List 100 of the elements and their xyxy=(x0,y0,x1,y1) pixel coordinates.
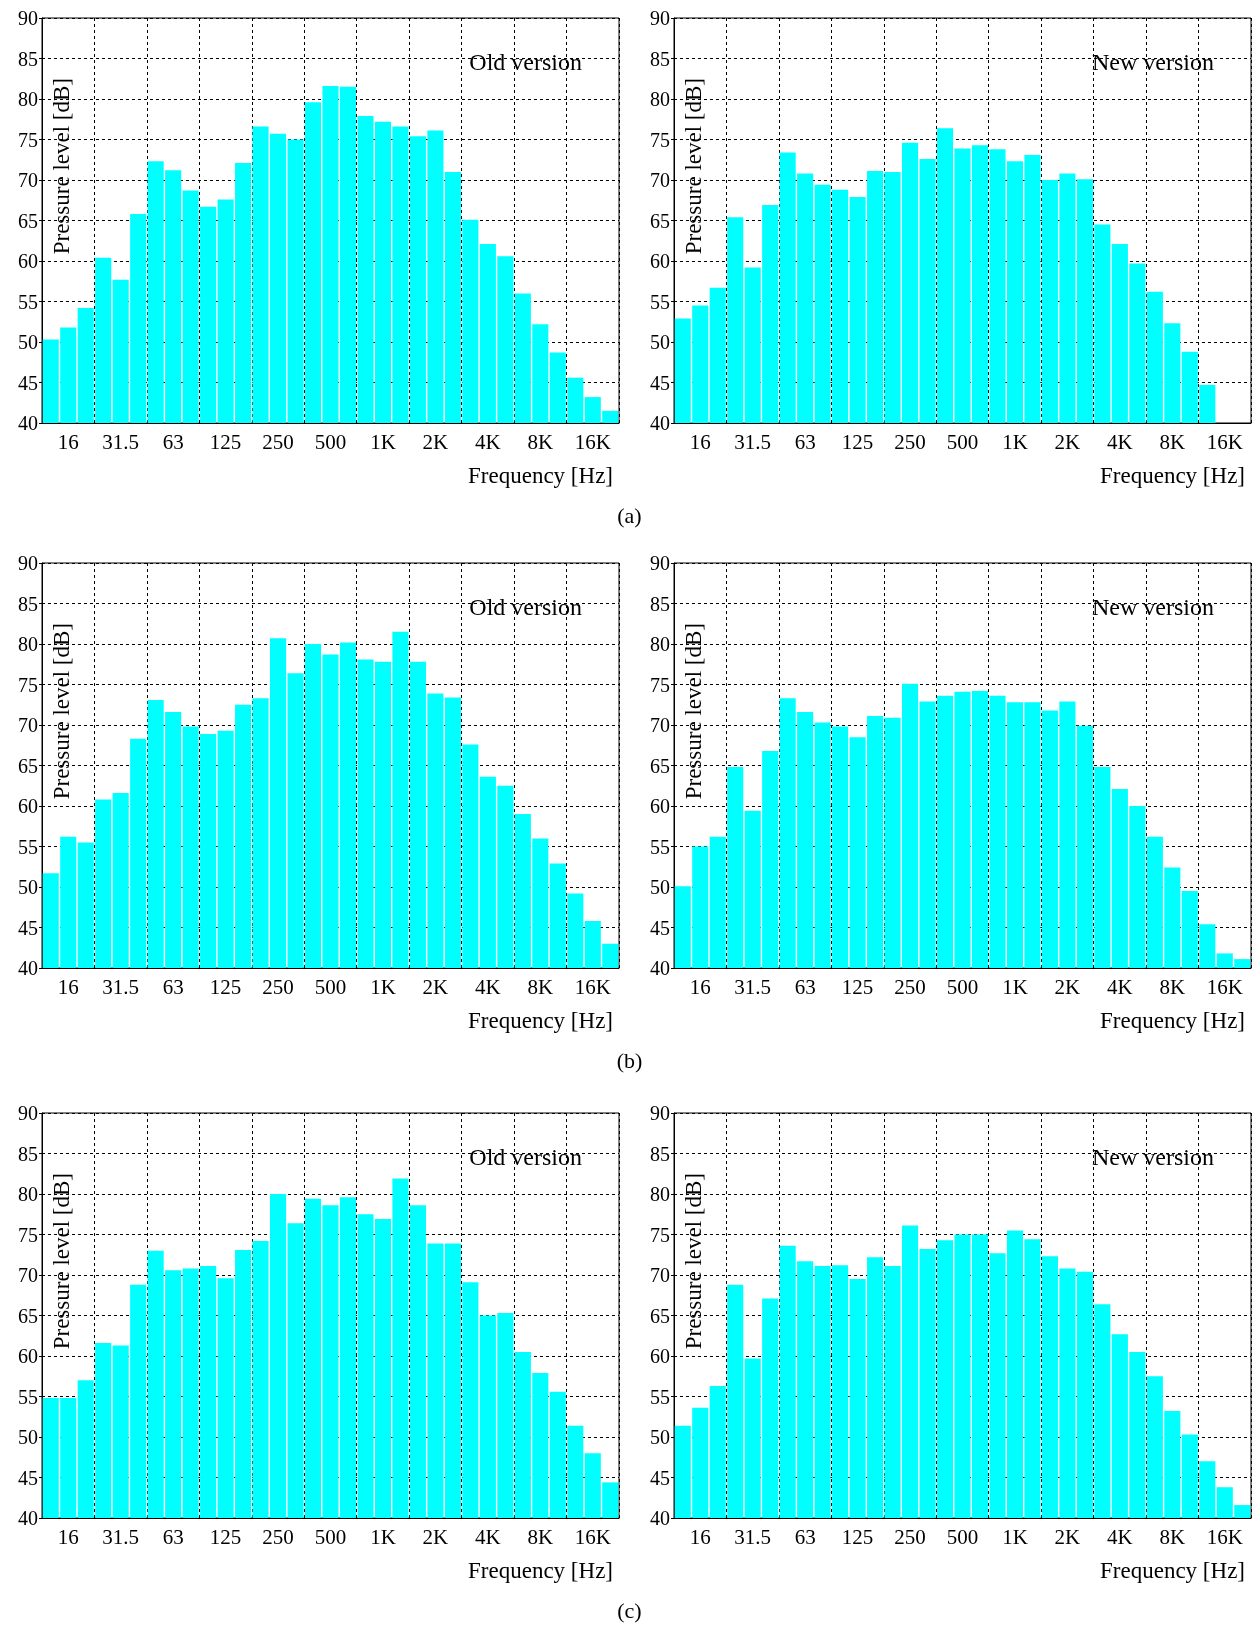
x-tick-label: 125 xyxy=(209,1524,242,1549)
x-tick-label: 31.5 xyxy=(102,974,140,999)
x-tick-label: 8K xyxy=(527,974,554,999)
y-tick-label: 70 xyxy=(18,714,38,736)
y-tick-label: 40 xyxy=(650,1507,670,1529)
x-tick-label: 125 xyxy=(209,974,242,999)
x-tick-label: 1K xyxy=(370,429,396,454)
x-tick-label: 4K xyxy=(475,1524,501,1549)
x-tick-label: 500 xyxy=(314,1524,347,1549)
y-tick-label: 50 xyxy=(18,331,38,353)
x-tick-label: 63 xyxy=(162,1524,184,1549)
y-tick-label: 80 xyxy=(18,1183,38,1205)
y-tick-label: 85 xyxy=(18,47,38,70)
y-tick-label: 55 xyxy=(650,835,670,858)
y-tick-label: 85 xyxy=(18,592,38,615)
x-tick-label: 31.5 xyxy=(734,974,772,999)
y-tick-label: 55 xyxy=(18,835,38,858)
x-tick-label: 250 xyxy=(894,429,926,454)
y-axis-title: Pressure level [dB] xyxy=(681,1172,706,1350)
text: New version xyxy=(1092,594,1214,620)
x-tick-label: 4K xyxy=(475,974,501,999)
x-tick-label: 1K xyxy=(370,974,396,999)
x-axis-title: Frequency [Hz] xyxy=(468,1008,614,1033)
y-tick-label: 50 xyxy=(650,876,670,898)
x-tick-label: 31.5 xyxy=(734,429,772,454)
y-tick-label: 90 xyxy=(650,1102,670,1124)
y-axis-title: Pressure level [dB] xyxy=(49,77,74,255)
x-tick-label: 63 xyxy=(794,429,816,454)
y-tick-label: 60 xyxy=(18,1345,38,1367)
y-tick-label: 50 xyxy=(18,876,38,898)
text: New version xyxy=(1092,1144,1214,1170)
x-tick-label: 4K xyxy=(475,429,501,454)
y-tick-label: 45 xyxy=(650,916,670,939)
x-tick-label: 16 xyxy=(689,974,711,999)
x-tick-label: 1K xyxy=(370,1524,396,1549)
text: (b) xyxy=(615,1048,644,1074)
y-tick-label: 80 xyxy=(650,1183,670,1205)
x-tick-label: 2K xyxy=(422,429,449,454)
y-tick-label: 55 xyxy=(650,1385,670,1408)
y-tick-label: 70 xyxy=(18,169,38,191)
x-tick-label: 16 xyxy=(57,974,79,999)
x-tick-label: 125 xyxy=(841,429,874,454)
x-axis-title: Frequency [Hz] xyxy=(1100,1008,1246,1033)
y-tick-label: 60 xyxy=(18,250,38,272)
y-axis-title: Pressure level [dB] xyxy=(49,1172,74,1350)
y-tick-label: 45 xyxy=(18,371,38,394)
x-tick-label: 2K xyxy=(1054,974,1081,999)
x-tick-label: 63 xyxy=(162,974,184,999)
x-tick-label: 63 xyxy=(794,974,816,999)
x-tick-label: 8K xyxy=(1159,429,1186,454)
y-tick-label: 90 xyxy=(18,7,38,29)
x-axis-title: Frequency [Hz] xyxy=(1100,1558,1246,1583)
y-tick-label: 80 xyxy=(650,88,670,110)
y-tick-label: 85 xyxy=(650,1142,670,1165)
y-tick-label: 65 xyxy=(18,1304,38,1327)
x-tick-label: 16K xyxy=(1206,1524,1243,1549)
y-tick-label: 75 xyxy=(650,1223,670,1246)
y-tick-label: 85 xyxy=(18,1142,38,1165)
x-tick-label: 500 xyxy=(946,1524,979,1549)
x-tick-label: 4K xyxy=(1107,429,1133,454)
y-tick-label: 45 xyxy=(650,1466,670,1489)
y-tick-label: 55 xyxy=(18,290,38,313)
x-tick-label: 500 xyxy=(946,429,979,454)
y-tick-label: 40 xyxy=(650,412,670,434)
x-tick-label: 250 xyxy=(262,1524,294,1549)
x-tick-label: 2K xyxy=(1054,429,1081,454)
x-tick-label: 125 xyxy=(209,429,242,454)
y-tick-label: 65 xyxy=(650,1304,670,1327)
y-tick-label: 40 xyxy=(650,957,670,979)
text: Old version xyxy=(469,49,582,75)
y-tick-label: 40 xyxy=(18,957,38,979)
y-tick-label: 75 xyxy=(18,673,38,696)
y-tick-label: 50 xyxy=(650,1426,670,1448)
text: New version xyxy=(1092,49,1214,75)
y-tick-label: 45 xyxy=(650,371,670,394)
x-tick-label: 500 xyxy=(314,429,347,454)
y-tick-label: 70 xyxy=(650,714,670,736)
x-tick-label: 4K xyxy=(1107,1524,1133,1549)
y-tick-label: 40 xyxy=(18,1507,38,1529)
x-tick-label: 31.5 xyxy=(102,429,140,454)
x-tick-label: 2K xyxy=(422,974,449,999)
y-tick-label: 50 xyxy=(650,331,670,353)
y-tick-label: 60 xyxy=(18,795,38,817)
x-tick-label: 500 xyxy=(314,974,347,999)
y-tick-label: 45 xyxy=(18,916,38,939)
y-tick-label: 60 xyxy=(650,1345,670,1367)
y-tick-label: 80 xyxy=(18,88,38,110)
x-tick-label: 31.5 xyxy=(102,1524,140,1549)
x-tick-label: 8K xyxy=(527,429,554,454)
x-tick-label: 31.5 xyxy=(734,1524,772,1549)
x-tick-label: 8K xyxy=(1159,1524,1186,1549)
x-tick-label: 63 xyxy=(162,429,184,454)
y-tick-label: 65 xyxy=(650,209,670,232)
x-tick-label: 2K xyxy=(1054,1524,1081,1549)
x-tick-label: 16K xyxy=(574,1524,611,1549)
y-tick-label: 85 xyxy=(650,592,670,615)
y-tick-label: 70 xyxy=(18,1264,38,1286)
y-tick-label: 60 xyxy=(650,250,670,272)
y-tick-label: 90 xyxy=(650,7,670,29)
text: (a) xyxy=(616,503,643,529)
